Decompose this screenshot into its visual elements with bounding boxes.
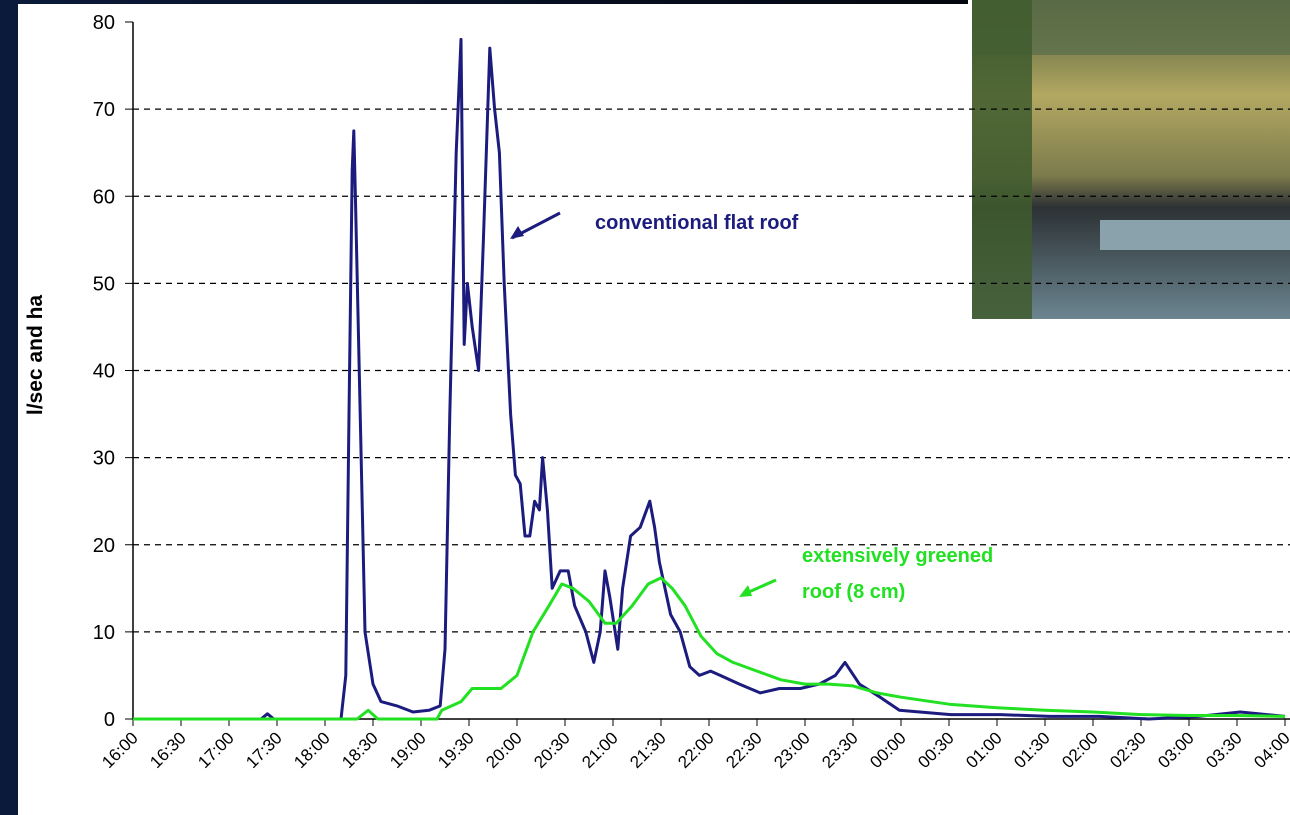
y-tick-label: 60 bbox=[93, 186, 115, 208]
y-tick-label: 40 bbox=[93, 361, 115, 383]
arrow-head bbox=[510, 226, 524, 239]
y-tick-label: 80 bbox=[93, 12, 115, 34]
y-tick-label: 70 bbox=[93, 99, 115, 121]
y-axis-label: l/sec and ha bbox=[24, 295, 47, 416]
photo bbox=[968, 0, 1290, 323]
y-tick-label: 10 bbox=[93, 622, 115, 644]
series-line bbox=[133, 576, 1286, 721]
photo-bush bbox=[972, 0, 1032, 319]
arrow-head bbox=[739, 585, 752, 597]
photo-wall bbox=[1100, 220, 1290, 250]
y-tick-label: 0 bbox=[104, 709, 115, 731]
y-tick-label: 20 bbox=[93, 535, 115, 557]
y-tick-label: 50 bbox=[93, 273, 115, 295]
y-tick-label: 30 bbox=[93, 448, 115, 470]
annotation: roof (8 cm) bbox=[802, 581, 905, 603]
annotation: extensively greened bbox=[802, 545, 993, 567]
annotation: conventional flat roof bbox=[595, 212, 799, 234]
